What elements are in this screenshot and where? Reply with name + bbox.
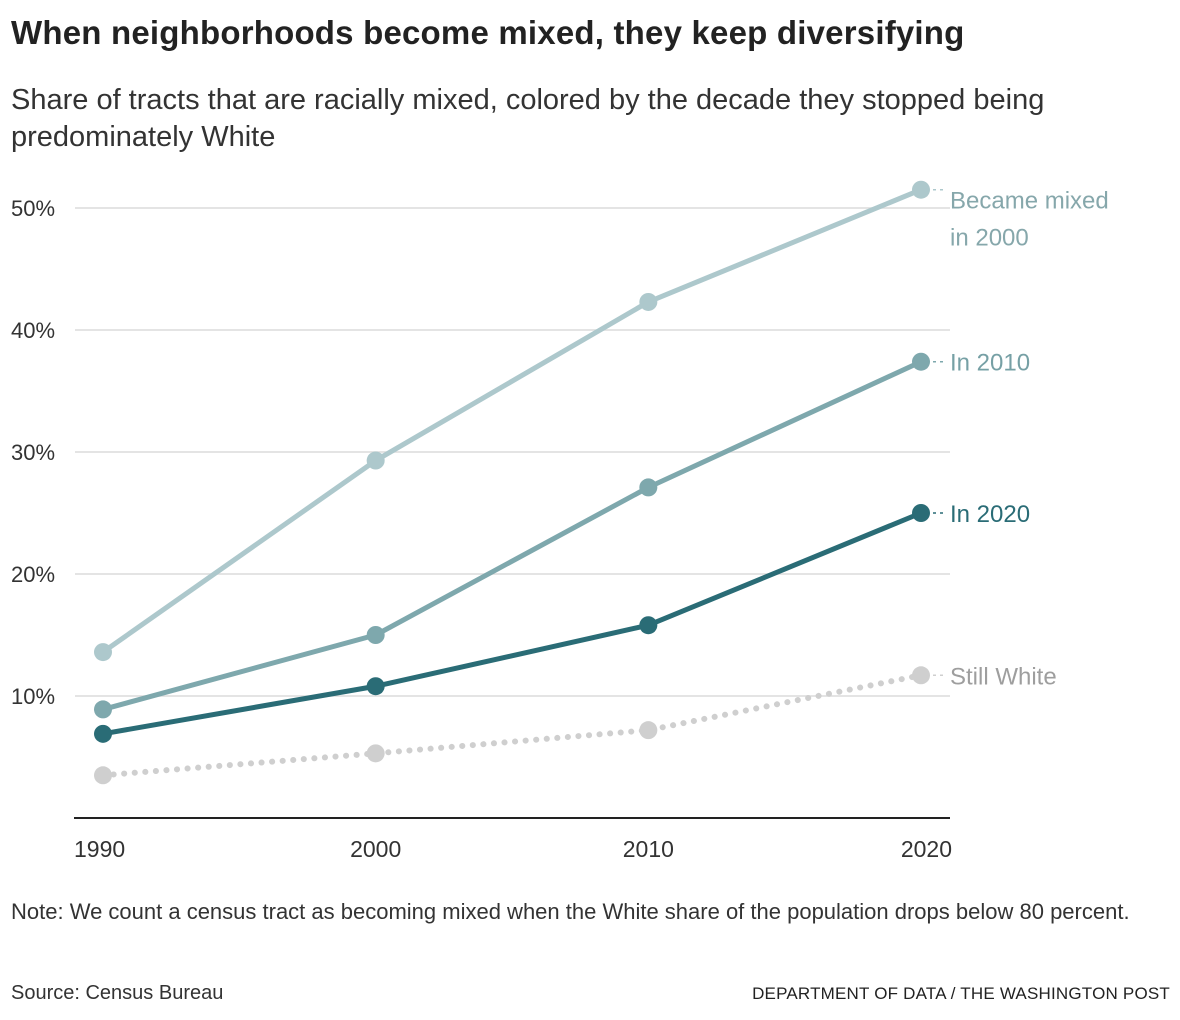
data-point bbox=[366, 677, 385, 696]
x-tick-label: 2020 bbox=[901, 836, 952, 862]
data-point bbox=[639, 478, 658, 497]
data-point bbox=[366, 744, 385, 763]
series-line bbox=[100, 359, 924, 712]
chart-title: When neighborhoods become mixed, they ke… bbox=[11, 14, 965, 51]
series-label: in 2000 bbox=[950, 225, 1029, 252]
y-tick-label: 10% bbox=[11, 684, 55, 709]
y-tick-label: 20% bbox=[11, 562, 55, 587]
chart-subtitle: Share of tracts that are racially mixed,… bbox=[11, 84, 1045, 153]
data-point bbox=[366, 626, 385, 644]
data-point bbox=[639, 721, 658, 740]
data-point bbox=[639, 616, 658, 635]
x-tick-label: 2010 bbox=[623, 836, 674, 862]
data-point bbox=[366, 451, 385, 470]
data-point bbox=[912, 352, 930, 371]
x-tick-label: 2000 bbox=[350, 836, 401, 862]
chart-source: Source: Census Bureau bbox=[11, 982, 224, 1004]
series-label: Still White bbox=[950, 663, 1057, 690]
series-label: In 2010 bbox=[950, 350, 1030, 377]
series-line bbox=[100, 510, 924, 737]
chart-credit: DEPARTMENT OF DATA / THE WASHINGTON POST bbox=[752, 984, 1170, 1003]
data-point bbox=[639, 292, 658, 311]
data-point bbox=[912, 180, 930, 199]
series-line bbox=[100, 187, 924, 655]
series-label: Became mixed bbox=[950, 188, 1109, 215]
data-point bbox=[912, 666, 930, 685]
data-point bbox=[94, 643, 112, 662]
y-tick-label: 40% bbox=[11, 318, 55, 343]
data-point bbox=[912, 504, 930, 522]
data-point bbox=[94, 724, 112, 743]
series-line bbox=[100, 672, 924, 779]
data-point bbox=[94, 766, 112, 785]
y-tick-label: 30% bbox=[11, 440, 55, 465]
series-label: In 2020 bbox=[950, 501, 1030, 528]
data-point bbox=[94, 700, 112, 719]
y-tick-label: 50% bbox=[11, 196, 55, 221]
x-tick-label: 1990 bbox=[74, 836, 125, 862]
chart-note: Note: We count a census tract as becomin… bbox=[11, 899, 1130, 924]
